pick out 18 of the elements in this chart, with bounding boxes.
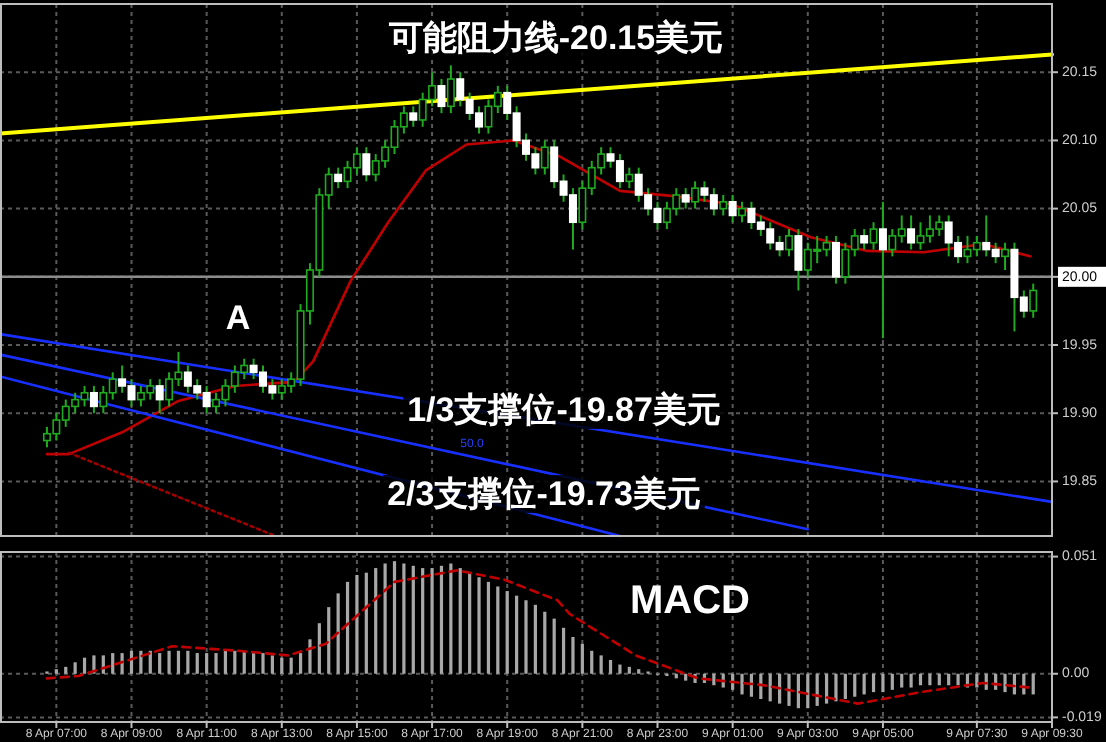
candlestick [165,371,174,408]
candlestick [446,64,455,115]
text: MACD [630,578,750,623]
candlestick [869,221,878,251]
candlestick [625,166,634,190]
candlestick [785,228,793,258]
candlestick [1029,282,1038,319]
annotation: 2/3支撑位-19.73美元 [387,474,701,513]
annotation: 1/3支撑位-19.87美元 [407,390,721,429]
annotation: 可能阻力线-20.15美元 [386,18,724,57]
candlestick [212,391,221,415]
annotation: A [225,298,251,337]
candlestick [691,180,700,210]
candlestick [1001,241,1010,271]
candlestick [738,200,747,224]
candlestick [352,146,361,176]
candlestick [719,193,728,217]
candlestick [540,139,549,176]
